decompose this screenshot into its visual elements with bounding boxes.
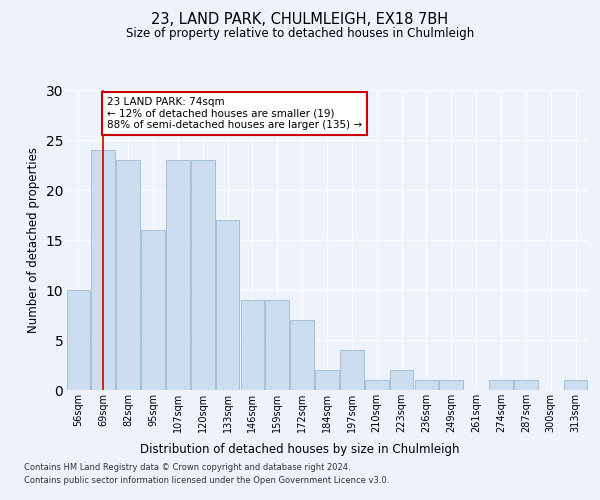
Text: 23 LAND PARK: 74sqm
← 12% of detached houses are smaller (19)
88% of semi-detach: 23 LAND PARK: 74sqm ← 12% of detached ho… [107, 97, 362, 130]
Bar [390, 370, 413, 390]
Bar [241, 300, 264, 390]
Text: Distribution of detached houses by size in Chulmleigh: Distribution of detached houses by size … [140, 442, 460, 456]
Bar [290, 320, 314, 390]
Bar [564, 380, 587, 390]
Bar [340, 350, 364, 390]
Y-axis label: Number of detached properties: Number of detached properties [27, 147, 40, 333]
Bar [166, 160, 190, 390]
Text: Contains HM Land Registry data © Crown copyright and database right 2024.: Contains HM Land Registry data © Crown c… [24, 464, 350, 472]
Bar [439, 380, 463, 390]
Text: Contains public sector information licensed under the Open Government Licence v3: Contains public sector information licen… [24, 476, 389, 485]
Bar [116, 160, 140, 390]
Bar [216, 220, 239, 390]
Text: Size of property relative to detached houses in Chulmleigh: Size of property relative to detached ho… [126, 28, 474, 40]
Bar [191, 160, 215, 390]
Bar [489, 380, 513, 390]
Text: 23, LAND PARK, CHULMLEIGH, EX18 7BH: 23, LAND PARK, CHULMLEIGH, EX18 7BH [151, 12, 449, 28]
Bar [141, 230, 165, 390]
Bar [415, 380, 438, 390]
Bar [365, 380, 389, 390]
Bar [67, 290, 90, 390]
Bar [514, 380, 538, 390]
Bar [91, 150, 115, 390]
Bar [315, 370, 339, 390]
Bar [265, 300, 289, 390]
